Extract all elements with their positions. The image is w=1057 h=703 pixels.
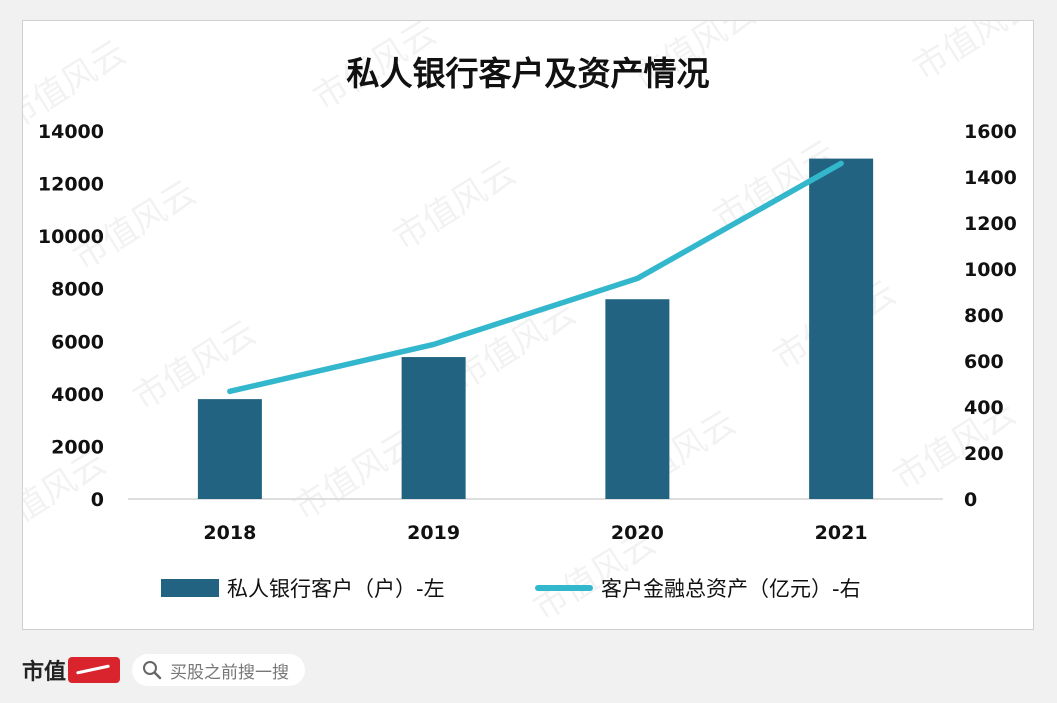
bar — [809, 158, 874, 499]
y-right-tick-label: 400 — [964, 397, 1004, 419]
x-tick-label: 2021 — [815, 522, 868, 544]
series-line — [227, 160, 844, 395]
y-right-tick-label: 1600 — [964, 121, 1017, 143]
legend: 私人银行客户（户）-左 客户金融总资产（亿元）-右 — [23, 573, 1033, 603]
y-right-tick-label: 1000 — [964, 259, 1017, 281]
bar — [401, 357, 466, 499]
x-tick-label: 2019 — [407, 522, 460, 544]
brand-logo — [68, 657, 121, 683]
legend-bar-swatch — [161, 579, 219, 597]
line-layer — [227, 160, 844, 395]
x-tick-label: 2018 — [203, 522, 256, 544]
y-left-tick-label: 10000 — [38, 226, 104, 248]
chart-card: 私人银行客户及资产情况 市值风云 市值风云 市值风云 市值风云 市值风云 市值风云 市值风云… — [22, 20, 1034, 630]
y-right-tick-label: 200 — [964, 443, 1004, 465]
axes-layer: 0 2000 4000 6000 8000 10000 12000 14000 0 200 400 6… — [38, 121, 1017, 544]
y-right-tick-label: 1200 — [964, 213, 1017, 235]
bar — [605, 299, 670, 499]
search-placeholder: 买股之前搜一搜 — [170, 662, 290, 683]
y-left-tick-label: 14000 — [38, 121, 104, 143]
brand-name: 市值 — [22, 660, 67, 685]
watermark-text: 市值风云 — [627, 21, 764, 99]
search-icon — [143, 661, 162, 680]
line-point — [634, 275, 640, 281]
bars-layer — [197, 158, 874, 499]
legend-item-bar: 私人银行客户（户）-左 — [161, 573, 445, 603]
chart-title: 私人银行客户及资产情况 — [346, 54, 710, 93]
y-left-tick-label: 6000 — [51, 331, 104, 353]
line-point — [227, 388, 233, 394]
y-right-tick-label: 1400 — [964, 167, 1017, 189]
y-left-tick-label: 12000 — [38, 174, 104, 196]
watermark-text: 市值风云 — [907, 21, 1033, 89]
watermark-text: 市值风云 — [447, 293, 584, 399]
x-tick-label: 2020 — [611, 522, 664, 544]
watermark-text: 市值风云 — [307, 21, 444, 119]
y-right-tick-label: 800 — [964, 305, 1004, 327]
line-point — [431, 341, 437, 347]
bar — [197, 399, 262, 499]
legend-item-line: 客户金融总资产（亿元）-右 — [535, 573, 861, 603]
line-point — [838, 160, 844, 166]
y-left-tick-label: 8000 — [51, 279, 104, 301]
watermark-text: 市值风云 — [387, 153, 524, 259]
y-left-tick-label: 0 — [91, 489, 104, 511]
legend-line-swatch — [535, 585, 593, 591]
y-left-tick-label: 2000 — [51, 436, 104, 458]
search-button[interactable]: 买股之前搜一搜 — [132, 654, 306, 686]
legend-label-line: 客户金融总资产（亿元）-右 — [601, 577, 861, 601]
legend-label-bar: 私人银行客户（户）-左 — [227, 577, 445, 601]
y-right-tick-label: 600 — [964, 351, 1004, 373]
y-right-tick-label: 0 — [964, 489, 977, 511]
y-left-tick-label: 4000 — [51, 384, 104, 406]
footer: 市值 买股之前搜一搜 — [22, 650, 306, 690]
